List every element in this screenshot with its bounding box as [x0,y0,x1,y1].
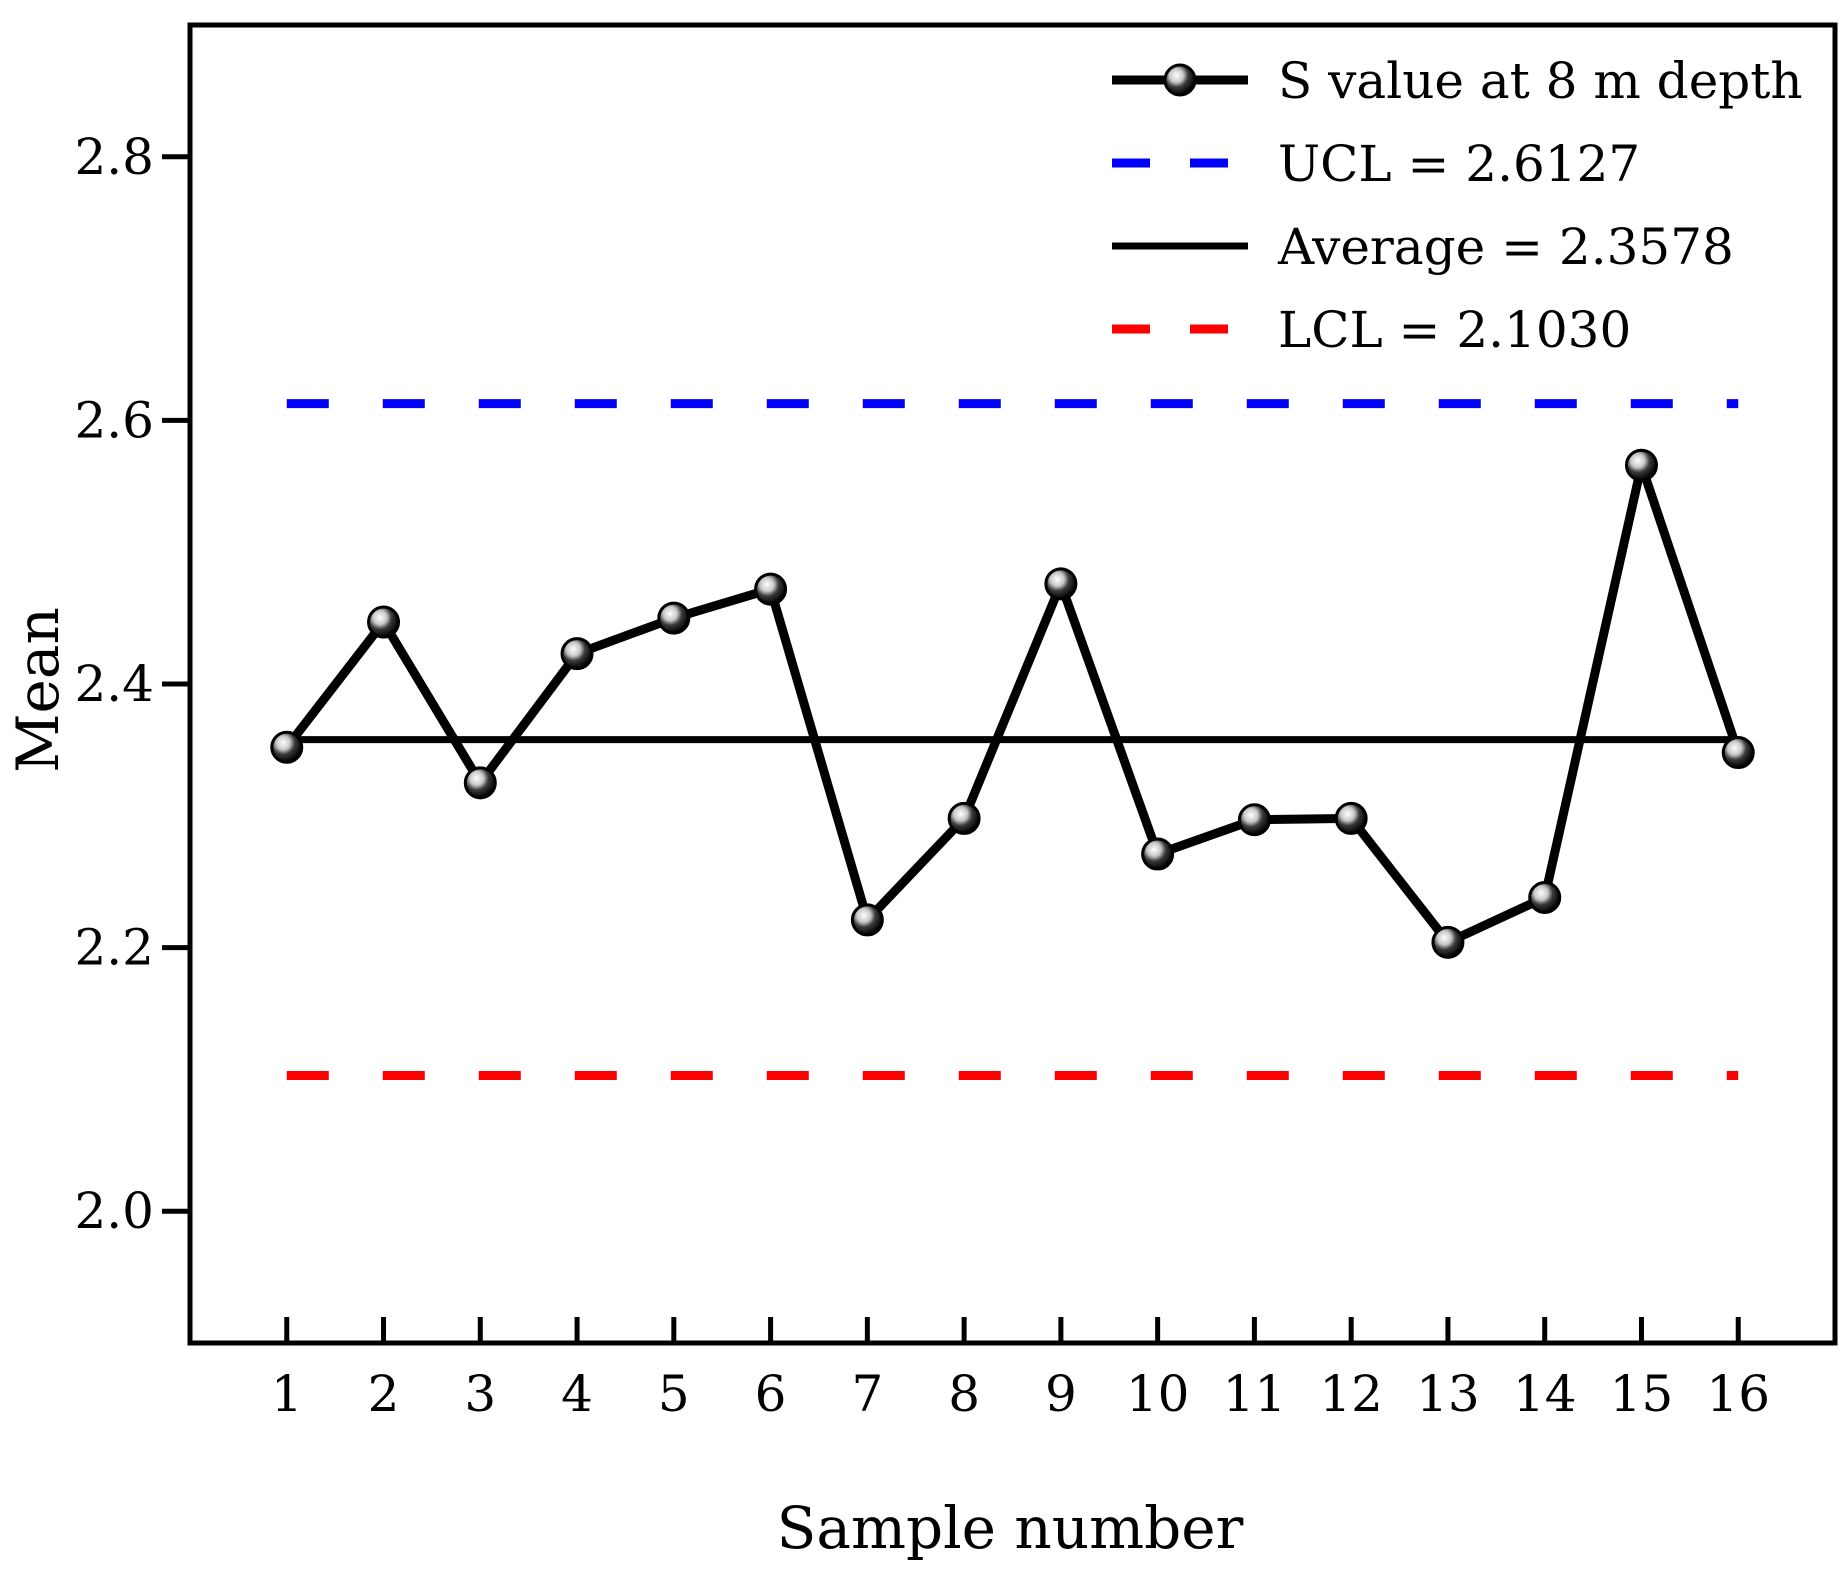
axes: 2.02.22.42.62.81 2 3 4 5 6 7 8 9 10 11 12 13 14 15 16 [74,22,1838,1423]
data-point-4 [560,637,594,671]
x-tick-label-13: 13 [1416,1365,1480,1423]
x-tick-label-16: 16 [1706,1365,1770,1423]
data-point-12 [1334,801,1368,835]
x-tick-label-7: 7 [851,1365,883,1423]
x-tick-label-8: 8 [948,1365,980,1423]
x-tick-label-12: 12 [1319,1365,1383,1423]
legend-label-4: LCL = 2.1030 [1278,301,1631,359]
data-point-9 [1044,567,1078,601]
x-tick-label-9: 9 [1045,1365,1077,1423]
legend-label-1: S value at 8 m depth [1278,52,1803,110]
data-point-8 [947,801,981,835]
y-tick-label-5: 2.8 [74,128,154,186]
data-point-16 [1721,736,1755,770]
data-point-15 [1624,448,1658,482]
x-tick-label-2: 2 [368,1365,400,1423]
legend-marker-1 [1163,63,1197,97]
legend-label-2: UCL = 2.6127 [1278,135,1640,193]
data-point-14 [1528,881,1562,915]
y-axis-label: Mean [4,607,72,773]
data-point-1 [270,730,304,764]
x-tick-label-4: 4 [561,1365,593,1423]
data-point-3 [463,766,497,800]
data-point-10 [1141,837,1175,871]
series-layer [270,448,1755,959]
legend: S value at 8 m depth UCL = 2.6127 Average … [1112,52,1803,359]
x-axis-label: Sample number [777,1494,1244,1562]
data-point-5 [657,601,691,635]
y-tick-label-3: 2.4 [74,655,154,713]
data-point-2 [367,605,401,639]
y-tick-label-2: 2.2 [74,919,154,977]
y-tick-label-4: 2.6 [74,391,154,449]
x-tick-label-11: 11 [1223,1365,1287,1423]
legend-label-3: Average = 2.3578 [1277,218,1734,276]
y-tick-label-1: 2.0 [74,1182,154,1240]
data-point-6 [754,572,788,606]
x-tick-label-1: 1 [271,1365,303,1423]
data-point-7 [850,903,884,937]
x-tick-label-14: 14 [1513,1365,1577,1423]
x-tick-label-6: 6 [755,1365,787,1423]
x-tick-label-10: 10 [1126,1365,1190,1423]
series-line-1 [283,448,1743,948]
data-point-11 [1237,803,1271,837]
x-tick-label-15: 15 [1610,1365,1674,1423]
x-tick-label-3: 3 [464,1365,496,1423]
reference-lines [286,399,1739,1080]
data-point-13 [1431,925,1465,959]
x-tick-label-5: 5 [658,1365,690,1423]
